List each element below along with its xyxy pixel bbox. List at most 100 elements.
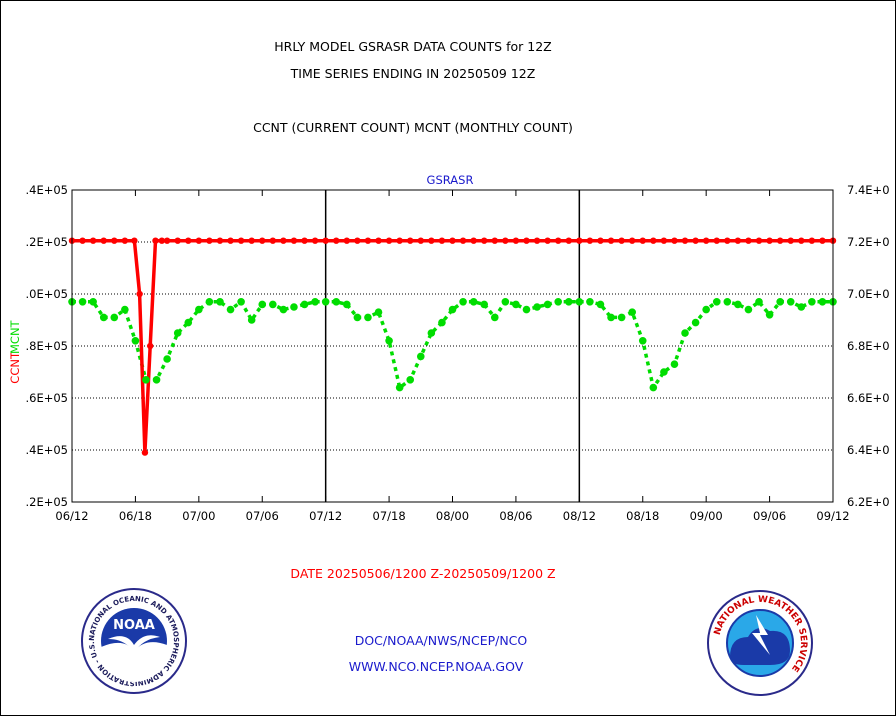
data-point-mcnt [247,316,256,324]
data-point-ccnt [576,237,583,244]
series-lines [72,238,833,455]
data-point-mcnt [205,298,214,306]
data-point-mcnt [670,360,679,369]
x-tick-label: 08/00 [436,509,469,523]
data-point-mcnt [755,298,763,306]
data-point-ccnt [375,237,382,244]
data-point-ccnt [745,237,752,244]
data-point-mcnt [681,329,689,337]
data-point-ccnt [692,237,699,244]
data-point-ccnt [280,237,287,244]
data-point-ccnt [523,237,530,244]
data-point-mcnt [406,376,415,384]
data-point-mcnt [163,355,171,363]
data-point-mcnt [311,298,319,306]
y-right-tick-label: 7.4E+0 [847,183,890,197]
data-point-ccnt [259,237,266,244]
data-point-mcnt [152,376,161,384]
x-tick-label: 07/18 [373,509,406,523]
data-point-ccnt [776,237,784,244]
data-point-ccnt [533,237,541,244]
data-point-ccnt [819,237,826,244]
data-point-ccnt [248,237,255,244]
org-path-link[interactable]: DOC/NOAA/NWS/NCEP/NCO [355,633,528,648]
y-left-tick-label: .6E+05 [25,391,68,405]
y-axis-label-mcnt: MCNT [8,319,22,354]
y-right-tick-label: 7.2E+0 [847,235,890,249]
data-point-ccnt [89,237,97,244]
data-point-mcnt [216,298,224,306]
data-point-ccnt [158,237,166,244]
x-tick-label: 09/06 [753,509,786,523]
data-point-ccnt [141,449,149,456]
data-point-mcnt [480,300,489,309]
data-point-mcnt [638,337,647,345]
data-point-ccnt [136,290,143,298]
data-point-mcnt [131,337,140,345]
data-point-ccnt [407,237,414,244]
data-point-mcnt [469,298,478,306]
data-point-mcnt [237,298,245,306]
data-point-mcnt [395,383,404,392]
data-point-mcnt [321,298,330,306]
data-point-mcnt [712,298,721,306]
data-point-mcnt [786,298,795,306]
y-right-tick-label: 7.0E+0 [847,287,890,301]
data-point-mcnt [564,298,573,306]
data-point-ccnt [147,342,154,350]
data-point-mcnt [765,311,774,319]
data-point-mcnt [374,308,383,317]
data-point-ccnt [734,237,742,244]
data-point-mcnt [533,303,541,311]
data-point-mcnt [448,305,457,314]
data-point-ccnt [650,237,657,244]
data-point-ccnt [512,237,520,244]
y-left-tick-label: .4E+05 [25,443,68,457]
data-point-ccnt [322,237,329,244]
series-points [68,237,837,456]
data-point-ccnt [216,237,224,244]
data-point-ccnt [565,237,572,244]
data-point-mcnt [99,313,108,322]
data-point-mcnt [660,368,668,376]
y-left-tick-label: .2E+05 [25,495,68,509]
y-left-tick-label: .4E+05 [25,183,68,197]
data-point-ccnt [481,237,488,244]
data-point-mcnt [142,376,150,384]
data-point-mcnt [416,352,425,361]
data-point-mcnt [195,305,203,314]
axis-ticks: .2E+05 6.2E+0 .4E+05 6.4E+0 .6E+05 6.6E+0 .8E+… [25,183,889,523]
data-point-mcnt [586,298,594,306]
chart-title: GSRASR [427,173,474,187]
y-left-tick-label: .8E+05 [25,339,68,353]
data-point-mcnt [121,305,129,314]
data-point-mcnt [818,298,827,306]
data-point-ccnt [290,237,298,244]
data-point-mcnt [269,300,277,309]
y-left-tick-label: .0E+05 [25,287,68,301]
data-point-mcnt [808,298,816,306]
data-point-ccnt [554,237,562,244]
data-point-ccnt [237,237,245,244]
data-point-mcnt [300,300,309,309]
data-point-ccnt [586,237,594,244]
series-line-mcnt [72,300,833,390]
data-point-ccnt [787,237,794,244]
data-point-mcnt [110,313,119,322]
website-link[interactable]: WWW.NCO.NCEP.NOAA.GOV [349,659,524,674]
data-point-ccnt [724,237,731,244]
data-point-mcnt [89,298,97,306]
data-point-ccnt [639,237,646,244]
x-tick-label: 07/12 [309,509,342,523]
data-point-mcnt [776,298,784,306]
data-point-ccnt [491,237,498,244]
data-point-mcnt [512,300,520,309]
data-point-mcnt [617,313,626,322]
data-point-mcnt [702,305,710,314]
data-point-mcnt [427,329,436,337]
data-point-mcnt [723,298,732,306]
data-point-ccnt [206,237,213,244]
data-point-ccnt [385,237,393,244]
data-point-ccnt [671,237,678,244]
